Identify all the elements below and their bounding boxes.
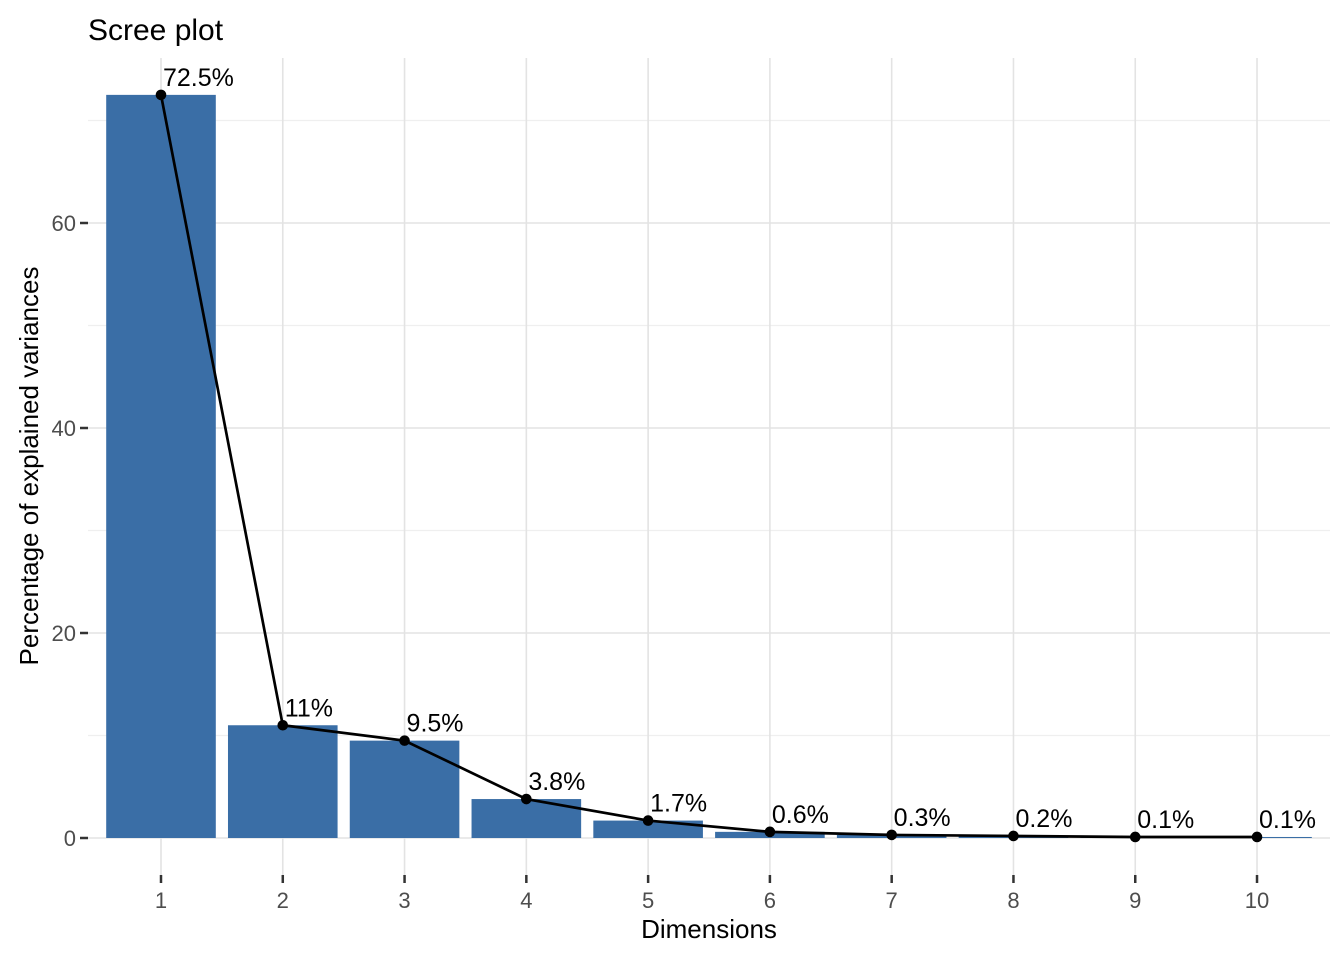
- point-label-layer: 72.5% 11% 9.5% 3.8% 1.7% 0.6% 0.3% 0.2% 0.1% 0.1%: [163, 64, 1316, 834]
- y-tick-label-60: 60: [52, 211, 76, 236]
- x-tick-label-2: 2: [277, 888, 289, 913]
- point-dim-6: [764, 826, 776, 838]
- point-dim-10: [1251, 831, 1263, 843]
- point-dim-1: [155, 89, 167, 101]
- point-label-dim-9: 0.1%: [1137, 806, 1194, 834]
- point-dim-7: [886, 829, 897, 841]
- point-dim-2: [277, 719, 289, 731]
- y-tick-label-0: 0: [64, 826, 76, 851]
- x-tick-label-3: 3: [398, 888, 410, 913]
- point-dim-5: [642, 815, 654, 826]
- point-label-dim-5: 1.7%: [650, 790, 707, 818]
- y-axis-title: Percentage of explained variances: [14, 267, 44, 666]
- grid-layer: [88, 58, 1330, 875]
- x-tick-label-8: 8: [1007, 888, 1019, 913]
- bar-dim-1: [106, 94, 216, 838]
- point-dim-9: [1129, 831, 1141, 843]
- x-axis-title: Dimensions: [641, 914, 777, 944]
- line-layer: [155, 89, 1263, 843]
- point-dim-3: [399, 735, 410, 746]
- x-tick-label-1: 1: [155, 888, 167, 913]
- point-label-dim-8: 0.2%: [1015, 805, 1072, 833]
- variance-line: [159, 94, 1258, 839]
- x-tick-label-7: 7: [886, 888, 898, 913]
- y-tick-label-40: 40: [52, 416, 76, 441]
- bar-dim-3: [349, 740, 460, 838]
- x-tick-label-6: 6: [764, 888, 776, 913]
- chart-title: Scree plot: [88, 14, 224, 47]
- point-label-dim-7: 0.3%: [894, 804, 951, 832]
- point-label-dim-3: 9.5%: [407, 710, 464, 738]
- y-tick-label-20: 20: [52, 621, 76, 646]
- point-dim-8: [1008, 830, 1019, 842]
- axis-layer: 0 20 40 60 1 2 3 4 5 6 7 8 9 10: [52, 211, 1270, 913]
- point-label-dim-10: 0.1%: [1259, 806, 1316, 834]
- x-tick-label-5: 5: [642, 888, 654, 913]
- bar-dim-5: [593, 820, 703, 838]
- x-tick-label-10: 10: [1245, 888, 1269, 913]
- x-tick-label-9: 9: [1129, 888, 1141, 913]
- point-label-dim-6: 0.6%: [772, 801, 829, 829]
- point-dim-4: [521, 793, 532, 805]
- point-label-dim-4: 3.8%: [528, 768, 585, 796]
- point-label-dim-1: 72.5%: [163, 64, 234, 92]
- x-tick-label-4: 4: [520, 888, 532, 913]
- bar-dim-2: [227, 725, 338, 838]
- point-label-dim-2: 11%: [285, 694, 333, 722]
